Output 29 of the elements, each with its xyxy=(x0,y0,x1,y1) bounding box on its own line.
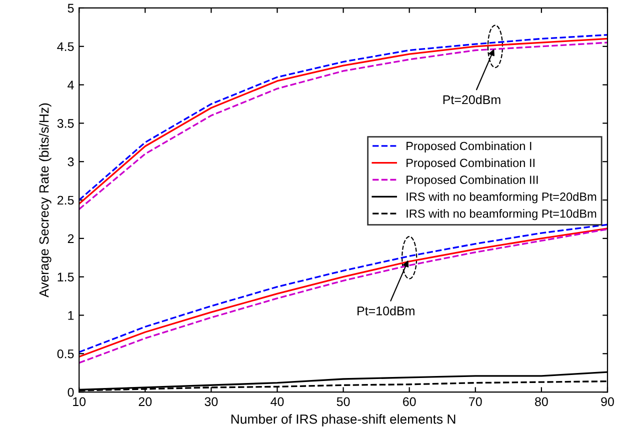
y-tick-label: 4.5 xyxy=(57,42,74,52)
y-tick-label: 0.5 xyxy=(57,349,74,358)
legend-label: Proposed Combination I xyxy=(406,142,532,153)
legend-label: IRS with no beamforming Pt=10dBm xyxy=(406,209,596,220)
x-tick-label: 50 xyxy=(336,397,350,406)
x-tick-label: 90 xyxy=(601,397,614,406)
y-tick-label: 0 xyxy=(68,388,74,397)
annotation: Pt=20dBm xyxy=(443,94,500,104)
x-tick-label: 60 xyxy=(403,397,416,406)
y-tick-label: 4 xyxy=(68,80,74,90)
y-tick-label: 3.5 xyxy=(57,119,74,128)
x-tick-label: 70 xyxy=(469,397,482,406)
x-tick-label: 30 xyxy=(204,397,218,406)
y-tick-label: 5 xyxy=(68,4,74,13)
annotation: Pt=10dBm xyxy=(358,306,414,316)
y-axis-title: Average Secrecy Rate (bits/s/Hz) xyxy=(39,103,52,298)
x-tick-label: 40 xyxy=(270,397,284,406)
y-tick-label: 1.5 xyxy=(58,272,74,282)
y-tick-label: 2 xyxy=(68,234,74,243)
y-tick-label: 3 xyxy=(68,157,74,166)
x-tick-label: 80 xyxy=(535,397,548,406)
legend-label: IRS with no beamforming Pt=20dBm xyxy=(406,192,596,204)
x-axis-title: Number of IRS phase-shift elements N xyxy=(231,414,456,426)
y-tick-label: 1 xyxy=(68,311,74,320)
x-tick-label: 10 xyxy=(73,397,86,406)
legend-label: Proposed Combination III xyxy=(406,175,538,186)
y-tick-label: 2.5 xyxy=(57,196,74,205)
x-tick-label: 20 xyxy=(138,397,152,406)
legend-label: Proposed Combination II xyxy=(406,158,534,170)
